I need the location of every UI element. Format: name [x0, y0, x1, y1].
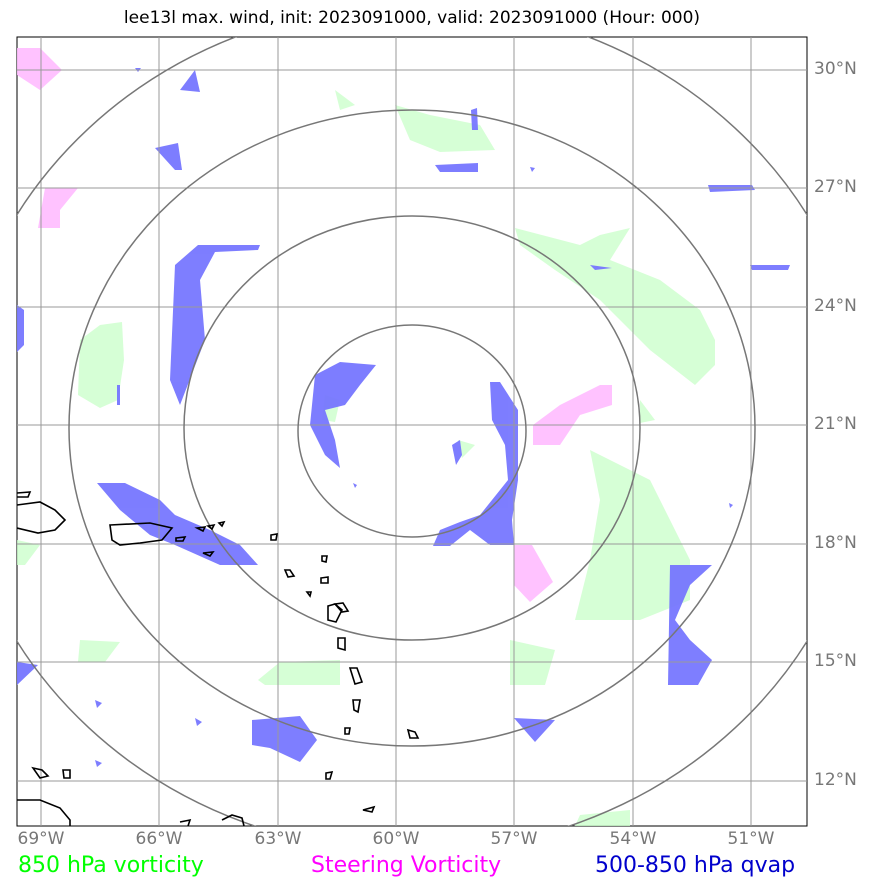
range-ring	[68, 109, 756, 747]
map-frame	[16, 36, 808, 827]
coastline	[217, 520, 226, 528]
steering-vorticity-region	[514, 545, 553, 602]
coastline	[62, 769, 71, 779]
steering-vorticity-region	[17, 48, 62, 90]
vorticity-850-region	[395, 105, 495, 152]
steering-vorticity-shapes	[17, 48, 612, 602]
qvap-region	[155, 143, 182, 170]
qvap-region	[452, 440, 462, 465]
x-tick-label: 51°W	[727, 829, 775, 849]
coastline	[270, 533, 278, 541]
range-rings	[17, 37, 807, 826]
qvap-region	[514, 718, 555, 742]
x-tick-label: 57°W	[490, 829, 538, 849]
vorticity-850-region	[78, 640, 120, 662]
legend-vorticity-850: 850 hPa vorticity	[18, 853, 204, 878]
x-tick-label: 63°W	[254, 829, 302, 849]
qvap-region	[590, 265, 612, 270]
x-tick-label: 66°W	[135, 829, 183, 849]
qvap-region	[95, 700, 102, 708]
vorticity-850-region	[17, 540, 40, 565]
qvap-region	[170, 245, 260, 405]
coastline	[206, 523, 216, 531]
coastline	[352, 699, 361, 714]
coastline	[109, 522, 174, 546]
qvap-region	[750, 265, 790, 270]
coastline	[320, 576, 329, 584]
y-tick-label: 12°N	[814, 770, 857, 790]
coastline	[348, 667, 364, 685]
qvap-region	[95, 760, 102, 767]
qvap-region	[195, 718, 202, 726]
coastline	[305, 591, 313, 598]
vorticity-850-region	[335, 90, 355, 110]
qvap-region	[353, 483, 357, 488]
coastline	[221, 814, 245, 826]
coastlines	[17, 491, 420, 826]
coastline	[325, 771, 334, 780]
y-tick-label: 21°N	[814, 414, 857, 434]
qvap-region	[729, 503, 733, 508]
coastline	[321, 555, 328, 563]
legend-steering-vorticity: Steering Vorticity	[311, 853, 502, 878]
vorticity-850-region	[640, 400, 655, 423]
qvap-region	[17, 305, 24, 352]
coastline	[283, 569, 296, 578]
y-tick-label: 18°N	[814, 533, 857, 553]
qvap-region	[668, 565, 712, 685]
vorticity-850-region	[78, 322, 124, 408]
qvap-region	[117, 385, 120, 405]
range-ring	[183, 215, 641, 641]
qvap-region	[471, 108, 478, 130]
coastline	[327, 603, 343, 623]
range-ring	[297, 324, 527, 538]
steering-vorticity-region	[38, 188, 78, 228]
coastline	[202, 551, 215, 557]
legend-qvap: 500-850 hPa qvap	[595, 853, 796, 878]
qvap-region	[252, 716, 317, 762]
steering-vorticity-region	[533, 385, 612, 445]
coastline	[17, 799, 71, 826]
x-tick-label: 60°W	[372, 829, 420, 849]
coastline	[31, 766, 50, 779]
vorticity-850-region	[458, 440, 475, 458]
coastline	[17, 501, 67, 534]
y-tick-label: 30°N	[814, 59, 857, 79]
coastline	[406, 728, 420, 739]
qvap-region	[17, 662, 38, 685]
coastline	[179, 818, 192, 826]
coastline	[17, 491, 32, 498]
coastline	[333, 602, 350, 613]
coastline	[337, 637, 346, 652]
x-tick-label: 69°W	[17, 829, 65, 849]
graticule	[17, 37, 807, 826]
qvap-region	[433, 382, 518, 546]
qvap-region	[310, 362, 376, 468]
qvap-region	[530, 167, 535, 172]
coastline	[344, 727, 351, 735]
qvap-region	[435, 163, 478, 172]
coastline	[175, 536, 187, 542]
y-tick-label: 24°N	[814, 296, 857, 316]
map-title: lee13l max. wind, init: 2023091000, vali…	[123, 8, 701, 28]
vorticity-850-region	[575, 810, 630, 826]
x-tick-label: 54°W	[609, 829, 657, 849]
qvap-region	[180, 70, 200, 92]
y-tick-label: 15°N	[814, 651, 857, 671]
coastline	[362, 805, 376, 813]
coastline	[194, 526, 207, 533]
y-tick-label: 27°N	[814, 177, 857, 197]
